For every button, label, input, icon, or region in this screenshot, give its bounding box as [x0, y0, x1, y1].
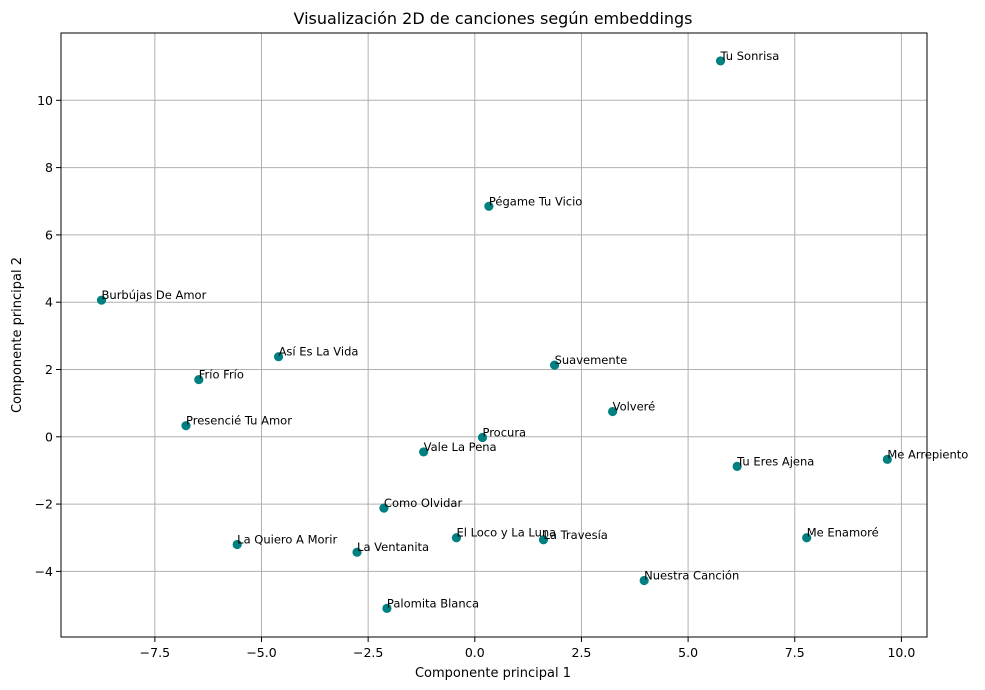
data-point	[538, 535, 549, 545]
y-tick-label: 10	[37, 93, 53, 108]
data-point	[181, 421, 191, 431]
data-point	[96, 295, 107, 305]
y-tick-label: 6	[45, 227, 53, 242]
data-point	[639, 575, 649, 586]
data-points	[96, 56, 892, 613]
y-tick-label: 0	[45, 429, 53, 444]
point-label: Nuestra Canción	[644, 568, 739, 582]
grid	[61, 33, 927, 637]
point-label: Tu Sonrisa	[720, 49, 780, 63]
point-label: Burbújas De Amor	[102, 288, 207, 302]
point-label: Palomita Blanca	[387, 596, 479, 610]
data-point	[715, 56, 726, 66]
point-label: Me Arrepiento	[887, 447, 968, 461]
x-tick-label: −2.5	[353, 645, 383, 660]
point-label: Frío Frío	[199, 368, 244, 382]
point-label: Me Enamoré	[807, 526, 879, 540]
y-axis-ticks: −4 −2 0 2 4 6 8 10	[35, 93, 61, 579]
data-point	[379, 503, 389, 513]
data-point	[484, 201, 494, 211]
point-label: Procura	[482, 425, 526, 439]
data-point	[477, 432, 488, 443]
x-tick-label: −7.5	[140, 645, 170, 660]
point-label: Suavemente	[555, 353, 628, 367]
x-tick-label: 0.0	[465, 645, 485, 660]
data-point	[194, 374, 204, 385]
x-tick-label: 10.0	[887, 645, 915, 660]
point-label: Pégame Tu Vicio	[489, 194, 582, 208]
data-point	[732, 461, 742, 471]
point-label: Tu Eres Ajena	[736, 454, 814, 468]
point-label: Así Es La Vida	[279, 345, 359, 359]
y-tick-label: −2	[35, 497, 53, 512]
data-point	[802, 533, 812, 543]
point-label: Como Olvidar	[384, 496, 463, 510]
x-tick-label: 5.0	[678, 645, 698, 660]
data-point	[352, 547, 362, 557]
point-label: La Travesía	[543, 528, 607, 542]
x-tick-label: −5.0	[246, 645, 276, 660]
point-label: Volveré	[613, 400, 656, 414]
y-tick-label: 8	[45, 160, 53, 175]
data-point	[232, 539, 242, 550]
point-label: El Loco y La Luna	[456, 526, 556, 540]
y-tick-label: 2	[45, 362, 53, 377]
plot-frame	[60, 32, 928, 638]
point-label: La Ventanita	[357, 540, 429, 554]
data-point	[451, 533, 462, 543]
point-label: Presencié Tu Amor	[186, 414, 292, 428]
chart-title: Visualización 2D de canciones según embe…	[293, 9, 692, 28]
point-label: La Quiero A Morir	[237, 532, 337, 546]
point-label: Vale La Pena	[424, 440, 497, 454]
y-tick-label: −4	[35, 564, 53, 579]
y-tick-label: 4	[45, 295, 53, 310]
x-tick-label: 7.5	[785, 645, 805, 660]
data-point	[273, 352, 284, 362]
data-point	[549, 360, 560, 370]
x-tick-label: 2.5	[572, 645, 592, 660]
data-point	[382, 603, 392, 613]
data-point	[882, 454, 892, 464]
data-point	[607, 406, 618, 417]
point-labels: Tu Sonrisa Pégame Tu Vicio Burbújas De Amo…	[102, 49, 969, 610]
data-point	[419, 447, 429, 457]
y-axis-label: Componente principal 2	[10, 257, 25, 413]
x-axis-label: Componente principal 1	[415, 666, 571, 681]
x-axis-ticks: −7.5 −5.0 −2.5 0.0 2.5 5.0 7.5 10.0	[140, 637, 915, 660]
